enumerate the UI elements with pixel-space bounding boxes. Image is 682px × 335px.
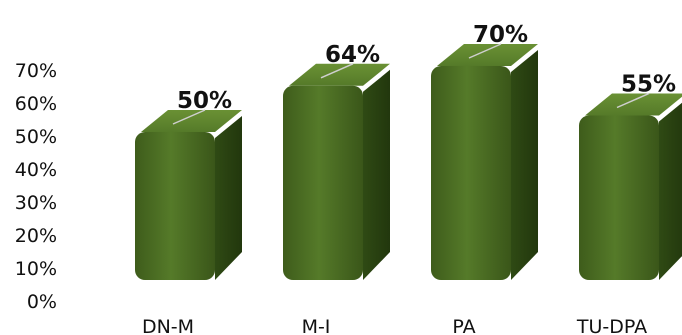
bar-side-face (363, 69, 390, 280)
leader-line (320, 63, 354, 79)
y-tick-label: 10% (15, 258, 57, 280)
leader-line (616, 92, 650, 109)
leader-line (172, 109, 206, 125)
data-label: 50% (177, 88, 232, 114)
bar-side-face (659, 102, 682, 280)
y-tick-label: 30% (15, 192, 57, 214)
x-category-label: DN-M (142, 316, 194, 335)
bar-top-face (585, 93, 682, 116)
leader-line (468, 43, 502, 59)
y-tick-label: 0% (27, 291, 57, 313)
data-label: 70% (473, 22, 528, 48)
bar-front-face (135, 132, 215, 280)
x-category-label: M-I (302, 316, 331, 335)
bar: 64% (283, 42, 390, 280)
y-tick-label: 60% (15, 93, 57, 115)
y-tick-label: 50% (15, 126, 57, 148)
bars: 50% 64% 70% 55% (135, 22, 682, 280)
data-label: 55% (621, 72, 676, 98)
bar-front-face (431, 66, 511, 280)
y-tick-label: 40% (15, 159, 57, 181)
x-axis: DN-M M-I PA TU-DPA (142, 316, 647, 335)
data-label: 64% (325, 42, 380, 68)
y-axis: 0% 10% 20% 30% 40% 50% 60% 70% (15, 60, 57, 313)
bar-top-face (437, 44, 538, 66)
y-tick-label: 70% (15, 60, 57, 82)
bar: 55% (579, 72, 682, 280)
bar: 70% (431, 22, 538, 280)
bar-top-face (141, 110, 242, 132)
bar-front-face (579, 115, 659, 280)
x-category-label: TU-DPA (576, 316, 647, 335)
bar-side-face (511, 50, 538, 280)
bar-front-face (283, 85, 363, 280)
bar: 50% (135, 88, 242, 280)
bar-side-face (215, 116, 242, 280)
x-category-label: PA (452, 316, 475, 335)
bar-top-face (289, 63, 390, 86)
y-tick-label: 20% (15, 225, 57, 247)
